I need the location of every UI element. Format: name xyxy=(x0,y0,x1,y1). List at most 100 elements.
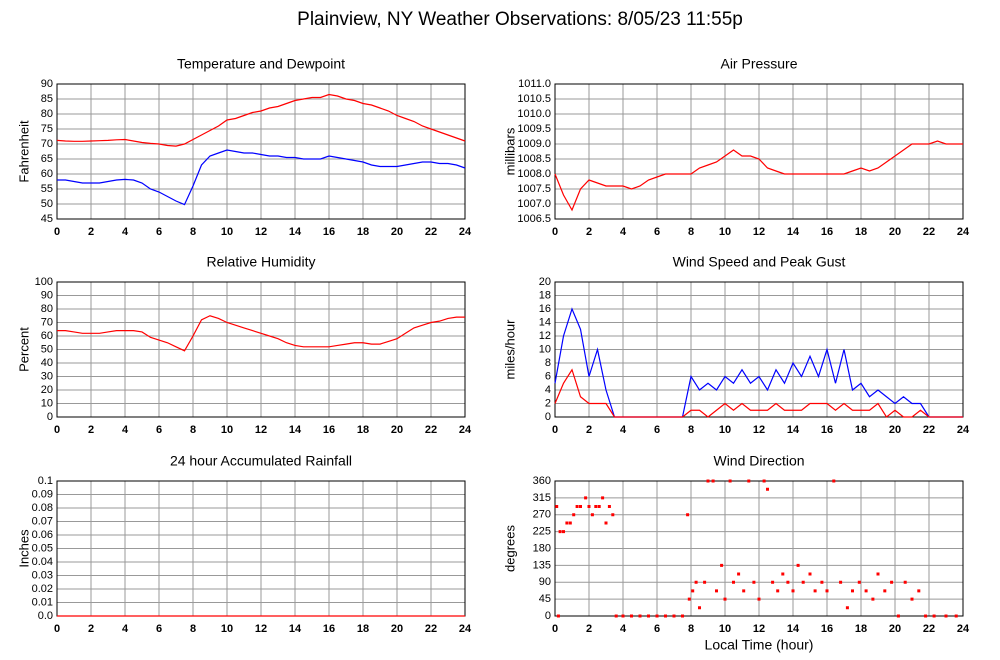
data-point xyxy=(687,597,691,601)
x-tick-label: 10 xyxy=(719,226,731,238)
x-tick-label: 22 xyxy=(923,226,935,238)
y-tick-label: 80 xyxy=(41,303,53,315)
x-tick-label: 8 xyxy=(190,623,196,635)
x-tick-label: 10 xyxy=(719,424,731,436)
y-tick-label: 85 xyxy=(41,93,53,105)
x-tick-label: 12 xyxy=(753,226,765,238)
data-point xyxy=(672,614,676,618)
x-tick-label: 22 xyxy=(425,226,437,238)
y-tick-label: 14 xyxy=(539,316,551,328)
data-point xyxy=(742,589,746,593)
data-point xyxy=(910,597,914,601)
y-tick-label: 0.08 xyxy=(32,502,53,514)
y-tick-label: 45 xyxy=(41,213,53,225)
x-tick-label: 24 xyxy=(459,424,472,436)
x-tick-label: 22 xyxy=(425,424,437,436)
x-tick-label: 12 xyxy=(753,623,765,635)
y-tick-label: 0 xyxy=(545,411,551,423)
x-tick-label: 18 xyxy=(357,226,369,238)
y-tick-label: 2 xyxy=(545,397,551,409)
data-point xyxy=(691,589,695,593)
x-tick-label: 0 xyxy=(552,226,558,238)
data-point xyxy=(932,614,936,618)
x-tick-label: 14 xyxy=(289,424,302,436)
x-axis-label: Local Time (hour) xyxy=(705,637,814,653)
data-point xyxy=(752,580,756,584)
data-point xyxy=(732,580,735,584)
y-tick-label: 6 xyxy=(545,370,551,382)
x-tick-label: 14 xyxy=(787,424,800,436)
y-tick-label: 8 xyxy=(545,357,551,369)
x-tick-label: 20 xyxy=(889,226,901,238)
x-tick-label: 24 xyxy=(459,226,472,238)
y-tick-label: 0.06 xyxy=(32,529,53,541)
x-tick-label: 22 xyxy=(425,623,437,635)
data-line xyxy=(56,93,466,147)
y-tick-label: 1007.5 xyxy=(517,183,551,195)
data-point xyxy=(845,606,849,610)
y-tick-label: 1007.0 xyxy=(517,198,551,210)
y-tick-label: 1008.0 xyxy=(517,168,551,180)
data-point xyxy=(771,580,775,584)
data-point xyxy=(851,589,854,593)
x-tick-label: 22 xyxy=(923,623,935,635)
y-tick-label: 90 xyxy=(41,78,53,90)
x-tick-label: 2 xyxy=(88,623,94,635)
y-axis-label: Percent xyxy=(16,327,31,372)
x-tick-label: 24 xyxy=(459,623,472,635)
data-point xyxy=(655,614,659,618)
y-tick-label: 90 xyxy=(41,289,53,301)
x-tick-label: 10 xyxy=(221,226,233,238)
data-point xyxy=(594,505,598,508)
data-point xyxy=(556,614,560,618)
y-tick-label: 60 xyxy=(41,330,53,342)
data-point xyxy=(876,572,880,576)
data-point xyxy=(896,614,900,618)
x-tick-label: 0 xyxy=(552,623,558,635)
y-tick-label: 90 xyxy=(539,576,551,588)
data-point xyxy=(664,614,667,618)
chart-title: Wind Speed and Peak Gust xyxy=(673,254,846,270)
y-tick-label: 20 xyxy=(539,276,551,288)
data-point xyxy=(715,589,718,593)
data-point xyxy=(917,589,921,593)
data-point xyxy=(568,521,572,525)
x-tick-label: 8 xyxy=(190,226,196,238)
data-point xyxy=(698,606,701,610)
y-tick-label: 1009.5 xyxy=(517,123,551,135)
y-tick-label: 0.04 xyxy=(32,556,53,568)
y-tick-label: 80 xyxy=(41,108,53,120)
x-tick-label: 0 xyxy=(54,424,60,436)
data-point xyxy=(747,479,751,483)
data-point xyxy=(562,530,565,534)
chart-title: Temperature and Dewpoint xyxy=(177,56,345,72)
x-tick-label: 8 xyxy=(190,424,196,436)
x-tick-label: 0 xyxy=(54,623,60,635)
y-tick-label: 0.02 xyxy=(32,583,53,595)
data-point xyxy=(839,580,843,584)
x-tick-label: 20 xyxy=(889,424,901,436)
x-tick-label: 14 xyxy=(289,623,302,635)
y-tick-label: 0.01 xyxy=(32,596,53,608)
data-point xyxy=(883,589,887,593)
x-tick-label: 4 xyxy=(122,424,129,436)
y-axis-label: millibars xyxy=(502,127,517,175)
data-point xyxy=(723,597,727,601)
y-tick-label: 65 xyxy=(41,153,53,165)
data-point xyxy=(630,614,633,618)
y-tick-label: 135 xyxy=(533,559,551,571)
data-point xyxy=(607,505,611,508)
data-line xyxy=(554,140,963,212)
data-point xyxy=(757,597,761,601)
y-tick-label: 0.05 xyxy=(32,542,53,554)
x-tick-label: 2 xyxy=(88,226,94,238)
x-tick-label: 12 xyxy=(753,424,765,436)
data-line xyxy=(554,368,963,418)
y-tick-label: 0 xyxy=(545,610,551,622)
data-point xyxy=(954,614,958,618)
x-tick-label: 6 xyxy=(654,226,660,238)
x-tick-label: 18 xyxy=(855,424,867,436)
y-axis-label: degrees xyxy=(502,525,517,572)
data-point xyxy=(871,597,875,601)
